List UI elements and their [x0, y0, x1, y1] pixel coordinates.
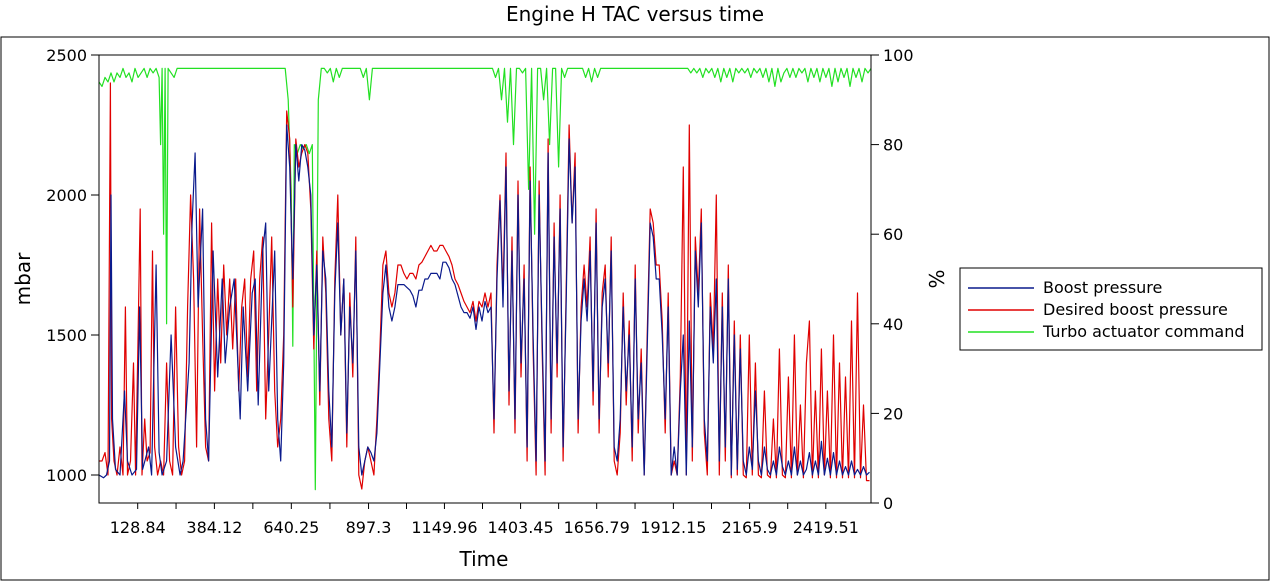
right-y-tick-label: 60	[883, 225, 903, 244]
left-y-tick-label: 2000	[46, 186, 87, 205]
left-y-axis: 1000 1500 2000 2500	[46, 46, 99, 485]
x-tick-label: 2419.51	[793, 518, 859, 537]
right-y-tick-label: 0	[883, 494, 893, 513]
right-y-tick-label: 20	[883, 404, 903, 423]
x-tick-label: 1149.96	[411, 518, 477, 537]
left-y-tick-label: 1500	[46, 326, 87, 345]
x-tick-label: 2165.9	[722, 518, 778, 537]
series-layer	[98, 67, 872, 491]
legend-label: Desired boost pressure	[1043, 300, 1228, 319]
legend-label: Boost pressure	[1043, 278, 1162, 297]
x-tick-label: 1403.45	[487, 518, 553, 537]
legend: Boost pressure Desired boost pressure Turb…	[959, 267, 1263, 351]
x-axis: 128.84 384.12 640.25 897.3 1149.96 1403.45 165…	[110, 503, 859, 537]
right-y-axis-label: %	[925, 269, 949, 288]
right-y-tick-label: 80	[883, 136, 903, 155]
chart-frame	[0, 36, 1270, 581]
x-axis-label: Time	[459, 547, 509, 571]
x-tick-label: 384.12	[186, 518, 242, 537]
left-y-tick-label: 1000	[46, 466, 87, 485]
right-y-tick-label: 40	[883, 315, 903, 334]
series-line-1	[98, 124, 870, 479]
x-tick-label: 1912.15	[640, 518, 706, 537]
x-tick-label: 128.84	[110, 518, 166, 537]
legend-label: Turbo actuator command	[1042, 322, 1245, 341]
x-tick-label: 1656.79	[564, 518, 630, 537]
x-tick-label: 897.3	[346, 518, 392, 537]
x-tick-label: 640.25	[263, 518, 319, 537]
left-y-axis-label: mbar	[11, 252, 35, 305]
plot-area	[98, 54, 872, 504]
right-y-tick-label: 100	[883, 46, 914, 65]
left-y-tick-label: 2500	[46, 46, 87, 65]
legend-box	[959, 267, 1263, 351]
chart-title: Engine H TAC versus time	[506, 2, 764, 26]
right-y-axis: 0 20 40 60 80 100	[871, 46, 914, 513]
series-line-3	[98, 67, 872, 491]
